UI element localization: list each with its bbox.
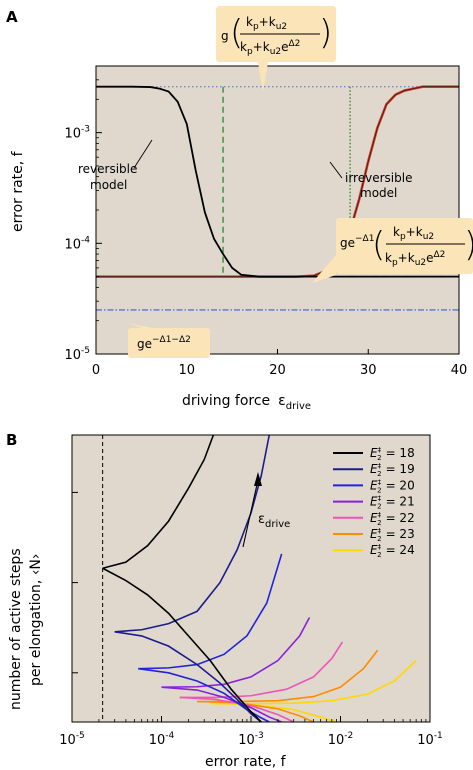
panel-a-series [96,85,459,278]
panel-a-xtick-label: 40 [451,363,468,378]
panel-a-xtick-label: 20 [269,363,286,378]
curve-e2-23-upper [197,649,379,703]
panel-b-xtick-label: 10-5 [59,731,85,748]
mid-formula-num: kp+ku2 [393,225,434,242]
panel-b-ylabel-2: per elongation, ‹N› [28,553,44,686]
curve-e2-20-lower [138,667,270,722]
panel-a-ylabel: error rate, f [10,150,26,232]
panel-a-ticks: 0 10 20 30 40 10-5 10-4 10-3 [64,65,468,378]
panel-b-label: B [6,431,17,449]
panel-b-xlabel: error rate, f [205,754,287,770]
curve-e2-18-upper [102,435,215,570]
legend-label-e2-21: E‡ 2 = 21 [370,495,415,511]
curve-e2-20-upper [138,553,283,670]
panel-a-xlabel: driving force εdrive [182,393,311,412]
reversible-label-1: reversible [78,162,137,176]
panel-b-ticks: 10-5 10-4 10-3 10-2 10-1 [59,491,443,748]
panel-a-plot-area [96,66,459,354]
panel-b-plot-area [72,435,430,722]
panel-b-series [102,435,417,722]
panel-a-xtick-label: 10 [178,363,195,378]
legend-label-e2-18: E‡ 2 = 18 [370,446,415,462]
top-formula-g: g [221,29,229,43]
irreversible-pointer [329,161,343,179]
curve-e2-23-lower [197,700,314,722]
bottom-formula-box: ge−Δ1−Δ2 [128,323,210,358]
panel-a-ytick-label: 10-3 [64,125,90,142]
panel-a-ytick-label: 10-4 [64,235,90,252]
mid-formula-prefix: ge−Δ1 [340,234,374,250]
mid-formula-lparen: ( [372,225,385,265]
top-formula-num: kp+ku2 [246,15,287,32]
top-formula-den: kp+ku2eΔ2 [240,39,300,57]
edrive-arrowhead [254,472,262,486]
top-formula-box: g ( kp+ku2 kp+ku2eΔ2 ) [216,6,336,92]
irreversible-label-2: model [360,186,397,200]
reversible-pointer [133,139,153,169]
panel-a-xtick-label: 0 [92,363,100,378]
mid-formula-rparen: ) [464,225,473,265]
panel-a-xtick-label: 30 [360,363,377,378]
reversible-curve [96,85,459,278]
mid-formula-den: kp+ku2eΔ2 [385,250,445,268]
edrive-arrow [242,479,259,548]
reversible-label-2: model [90,178,127,192]
panel-a-label: A [6,8,18,26]
panel-b-ylabel-1: number of active steps [8,548,24,710]
legend-label-e2-19: E‡ 2 = 19 [370,462,415,478]
bottom-formula: ge−Δ1−Δ2 [137,335,191,351]
panel-a-ytick-label: 10-5 [64,346,90,363]
panel-b-xtick-label: 10-1 [417,731,443,748]
middle-formula-box: ge−Δ1 ( kp+ku2 kp+ku2eΔ2 ) [312,218,473,283]
curve-e2-21-upper [161,617,311,688]
panel-b-xtick-label: 10-2 [328,731,354,748]
legend-label-e2-23: E‡ 2 = 23 [370,527,415,543]
top-formula-lparen: ( [230,13,243,53]
curve-e2-22-lower [179,696,295,722]
curve-e2-22-upper [179,641,344,699]
legend-label-e2-20: E‡ 2 = 20 [370,478,415,494]
curve-e2-24-upper [210,659,417,705]
legend-label-e2-22: E‡ 2 = 22 [370,511,415,527]
curve-e2-18-lower [102,567,262,722]
panel-b-legend: E‡ 2 = 18E‡ 2 = 19E‡ 2 = 20E‡ 2 = 21E‡ 2 = 22E‡ 2 = … [333,446,415,559]
curve-e2-19-lower [114,631,262,722]
irreversible-label-1: irreversible [345,171,412,185]
curve-e2-19-upper [114,435,271,633]
legend-label-e2-24: E‡ 2 = 24 [370,543,415,559]
top-formula-rparen: ) [319,13,332,53]
edrive-label: εdrive [258,512,290,530]
panel-b-xtick-label: 10-3 [238,731,264,748]
panel-b-xtick-label: 10-4 [149,731,175,748]
